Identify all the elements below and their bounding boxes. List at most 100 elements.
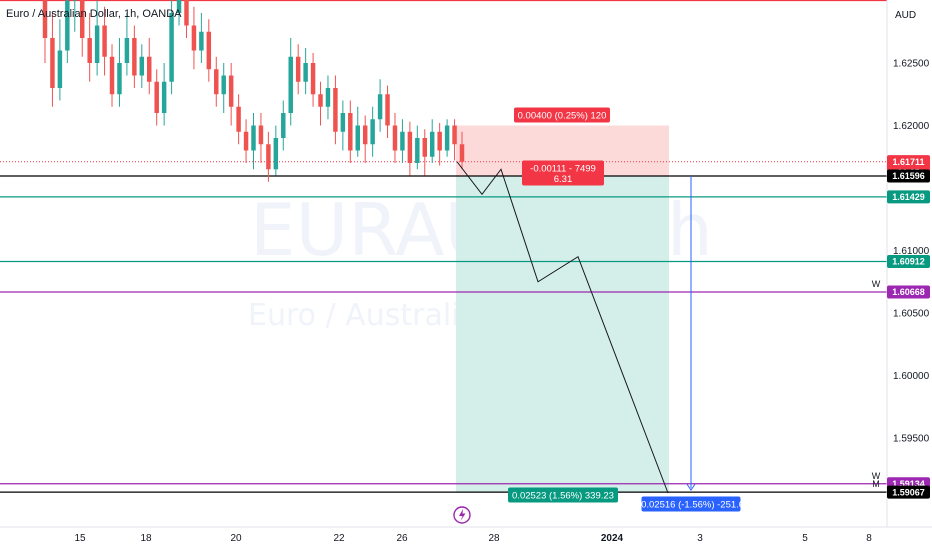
price-tag-bg [887,285,930,299]
candle-body [400,131,405,151]
candle-body [273,138,279,170]
candle-body [385,94,390,126]
x-tick-label: 8 [866,533,872,544]
candle-body [72,0,78,1]
x-tick-label: 3 [697,533,703,544]
candle-body [452,125,457,145]
x-tick-label: 15 [74,533,86,544]
x-tick-label: 18 [140,533,152,544]
projection-path [456,161,669,494]
candle-body [288,56,293,113]
stop-label-bg [514,107,610,123]
candle-body [243,131,249,151]
x-tick-label: 2024 [601,533,624,544]
candle-body [362,125,368,145]
chart-title: Euro / Australian Dollar, 1h, OANDA [6,8,182,20]
candle-body [169,13,174,82]
candle-body [281,113,286,138]
candle-body [221,75,226,95]
position-zones[interactable] [456,125,669,493]
price-tag-value: 1.59067 [892,487,925,497]
y-tick-label: 1.61000 [893,246,930,257]
horizontal-lines[interactable]: WWM [0,0,887,493]
candle-body [251,125,256,151]
candle-body [258,125,264,145]
candle-body [132,38,137,76]
candle-body [303,63,308,82]
candle-body [147,56,152,82]
x-tick-label: 22 [333,533,345,544]
candle-body [228,75,234,107]
drawings[interactable] [456,161,696,494]
measure-label-text: -0.02516 (-1.56%) -251.6 [638,500,744,511]
candle-body [206,31,212,70]
x-tick-label: 28 [488,533,500,544]
price-tag-bg [887,255,930,268]
y-tick-label: 1.60500 [893,309,930,320]
price-tag-value: 1.59134 [892,479,925,489]
candle-body [348,113,353,151]
target-label-bg [508,487,618,503]
candle-body [214,69,219,95]
y-axis-ticks: 1.62500 1.62000 1.61000 1.60500 1.60000 1.595… [893,59,930,445]
candle-body [377,94,383,120]
candle-body [407,131,413,163]
measure-arrowhead-icon [686,483,696,492]
candle-body [444,125,450,151]
y-tick-label: 1.59500 [893,434,930,445]
candle-body [355,125,360,151]
candle-body [236,106,241,132]
price-tag-value: 1.60668 [892,287,925,297]
price-tag-bg [887,169,930,183]
candle-body [392,125,398,151]
info-label-text: -0.00111 - 7499 [530,163,596,174]
candle-body [415,138,420,163]
candle-body [154,81,159,113]
tv-logo-icon[interactable] [453,506,471,524]
candle-body [333,88,338,132]
candle-body [429,131,435,157]
price-tag-value: 1.61711 [892,157,924,167]
candle-body [102,25,107,57]
price-tag-value: 1.60912 [892,257,925,267]
candle-body [65,0,70,51]
candle-body [422,138,428,157]
candle-body [310,63,316,95]
price-tag-value: 1.61596 [892,171,925,181]
candle-body [117,63,122,95]
candle-body [94,25,100,63]
candle-body [459,144,465,162]
y-tick-label: 1.62500 [893,59,930,70]
candle-body [295,56,301,82]
candle-body [87,38,92,63]
y-tick-label: 1.60000 [893,371,930,382]
candle-body [191,25,197,51]
candle-body [437,131,442,151]
candle-body [79,0,85,38]
x-tick-label: 26 [396,533,408,544]
candle-body [266,144,271,170]
candle-body [199,31,204,51]
candlesticks [42,0,465,182]
line-side-label: W [872,279,881,289]
candle-body [176,0,182,13]
candle-body [139,56,145,76]
candle-body [325,88,331,107]
candle-body [50,38,55,88]
price-tag-bg [887,485,930,499]
currency-label: AUD [895,10,916,21]
target-label-text: 0.02523 (1.56%) 339.23 [512,491,614,502]
info-label-text: 6.31 [554,174,573,185]
x-tick-label: 5 [802,533,808,544]
line-side-label: W [872,471,881,481]
info-label-bg [522,160,604,186]
candle-body [109,56,115,95]
candle-body [161,81,167,113]
candle-body [124,38,130,63]
y-tick-label: 1.62000 [893,121,930,132]
candle-body [370,119,375,145]
price-tag-value: 1.61429 [892,192,925,202]
